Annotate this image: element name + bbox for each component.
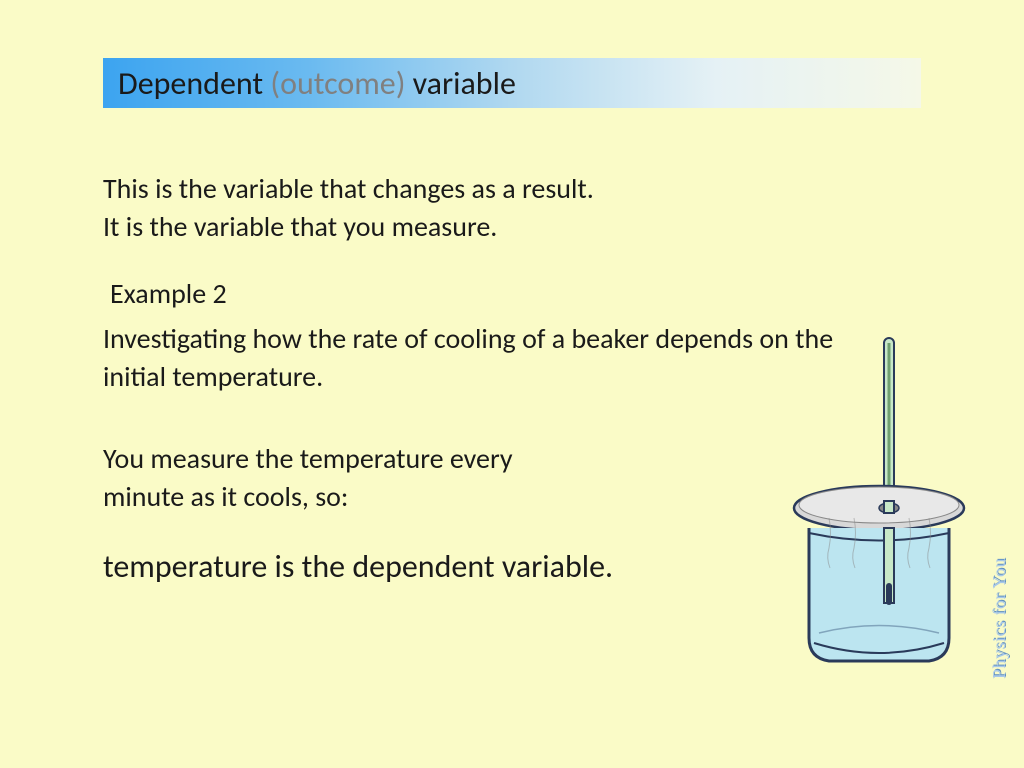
example-conclusion: temperature is the dependent variable. bbox=[103, 545, 663, 588]
title-word-outcome: (outcome) bbox=[270, 64, 405, 103]
example-label: Example 2 bbox=[110, 275, 227, 313]
intro-line-1: This is the variable that changes as a r… bbox=[103, 170, 863, 208]
intro-line-2: It is the variable that you measure. bbox=[103, 208, 863, 246]
example-measurement: You measure the temperature every minute… bbox=[103, 440, 583, 516]
example-description: Investigating how the rate of cooling of… bbox=[103, 320, 843, 396]
intro-paragraph: This is the variable that changes as a r… bbox=[103, 170, 863, 246]
title-text: Dependent (outcome) variable bbox=[118, 64, 516, 103]
slide-title-bar: Dependent (outcome) variable bbox=[103, 58, 921, 108]
beaker-illustration bbox=[784, 333, 974, 673]
title-word-variable: variable bbox=[405, 64, 515, 103]
beaker-svg bbox=[784, 333, 974, 673]
watermark-text: Physics for You bbox=[989, 558, 1010, 679]
title-word-dependent: Dependent bbox=[118, 64, 270, 103]
